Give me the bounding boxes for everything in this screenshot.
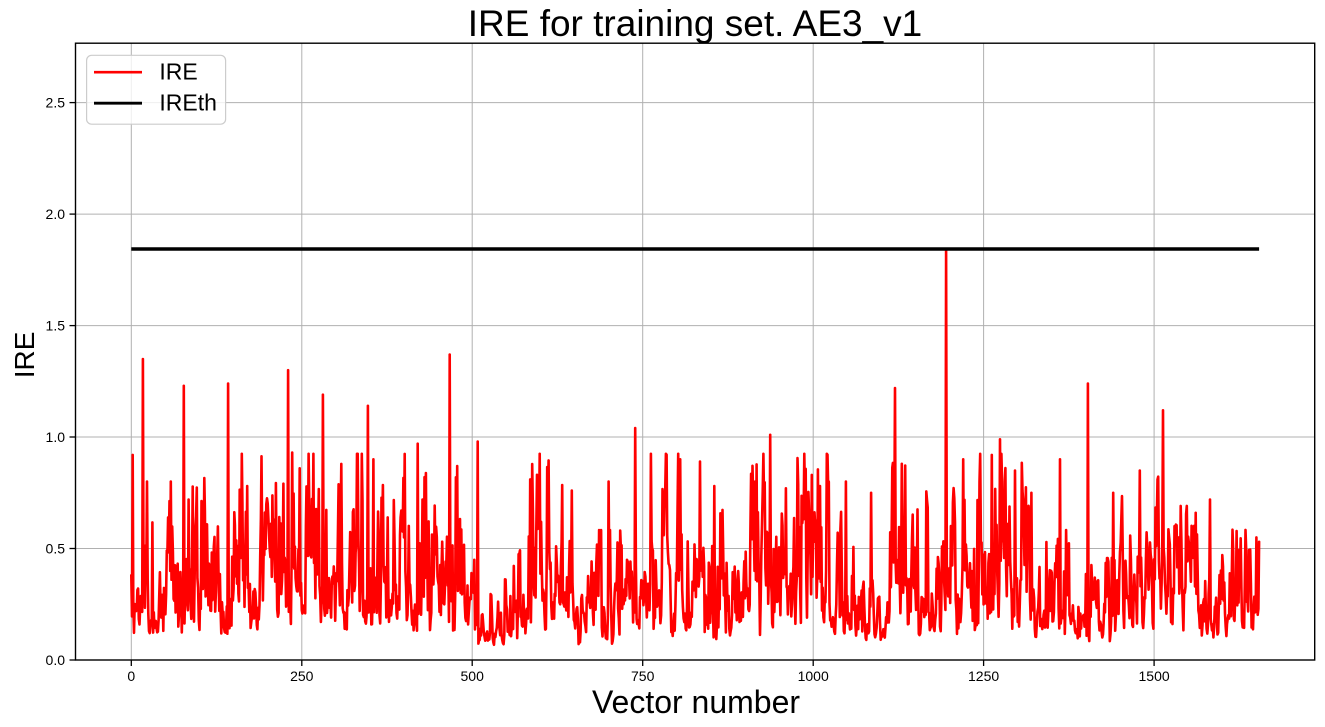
svg-text:1.0: 1.0	[46, 429, 66, 445]
svg-text:IRE: IRE	[159, 59, 197, 85]
svg-text:750: 750	[631, 668, 655, 684]
svg-text:2.0: 2.0	[46, 206, 66, 222]
svg-text:500: 500	[461, 668, 485, 684]
svg-text:IREth: IREth	[159, 90, 217, 116]
svg-text:250: 250	[290, 668, 314, 684]
svg-text:Vector number: Vector number	[592, 684, 800, 720]
svg-text:IRE for training set. AE3_v1: IRE for training set. AE3_v1	[468, 3, 923, 44]
svg-text:2.5: 2.5	[46, 95, 66, 111]
svg-text:0: 0	[127, 668, 135, 684]
svg-text:IRE: IRE	[9, 332, 40, 379]
svg-text:1.5: 1.5	[46, 318, 66, 334]
svg-text:1250: 1250	[968, 668, 999, 684]
svg-text:1500: 1500	[1139, 668, 1170, 684]
svg-text:0.0: 0.0	[46, 652, 66, 668]
svg-text:1000: 1000	[798, 668, 829, 684]
svg-text:0.5: 0.5	[46, 541, 66, 557]
